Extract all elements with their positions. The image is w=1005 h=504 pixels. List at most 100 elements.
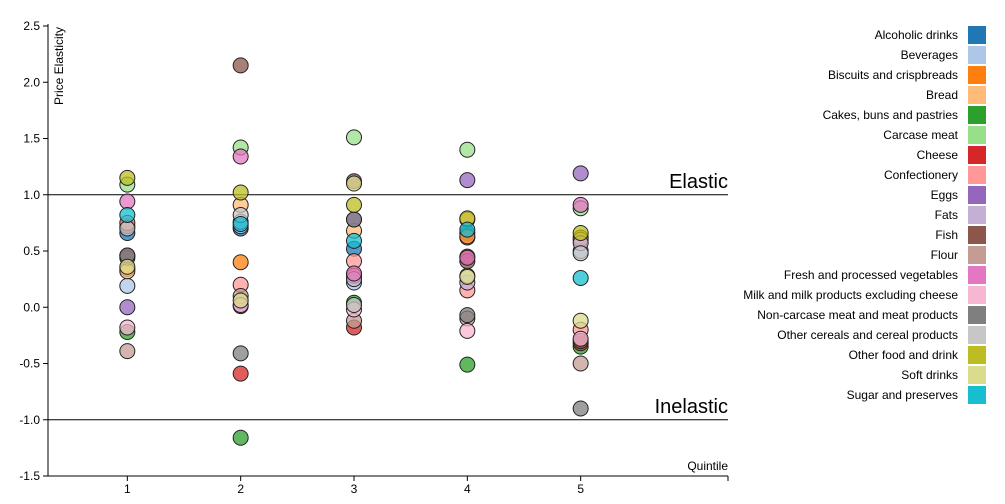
y-tick-label: 1.0 [23,188,40,202]
legend-swatch [968,26,986,44]
y-tick-label: -1.5 [19,469,40,483]
legend-swatch [968,226,986,244]
data-point [232,292,249,309]
legend-label: Other cereals and cereal products [777,328,958,342]
data-point [346,232,362,249]
legend-swatch [968,146,986,164]
y-tick-label: 1.5 [23,132,40,146]
legend-label: Fats [935,208,958,222]
data-point [119,258,136,275]
y-tick-label: 0.5 [23,244,40,258]
reference-lines: Elastic Inelastic [48,171,728,421]
legend-swatch [968,366,986,384]
legend-swatch [968,106,986,124]
data-point [119,319,136,336]
data-point [232,216,249,232]
y-tick-label: -1.0 [19,413,40,427]
data-point [232,429,249,446]
data-point [572,196,589,213]
data-point [119,169,136,186]
legend: Alcoholic drinks Beverages Biscuits and cr… [743,26,986,404]
x-tick-label: 4 [464,482,471,496]
legend-label: Soft drinks [901,368,958,382]
x-tick-label: 2 [237,482,244,496]
y-tick-label: 0.0 [23,300,40,314]
data-point [119,207,136,223]
data-point [459,356,476,373]
data-point [119,343,136,360]
data-point [459,141,476,158]
data-point [119,193,136,210]
reference-label-elastic: Elastic [669,171,728,193]
data-point [119,220,136,237]
data-point [459,322,476,339]
legend-label: Eggs [931,188,958,202]
data-point [346,211,362,228]
legend-label: Fish [935,228,958,242]
data-points [119,57,589,446]
data-point [459,249,476,266]
data-point [346,297,362,313]
data-point [572,400,589,417]
x-axis: 1 2 3 4 5 [48,475,729,496]
data-point [459,172,476,189]
legend-label: Biscuits and crispbreads [828,68,958,82]
data-point [572,270,589,286]
y-axis: -1.5 -1.0 -0.5 0.0 0.5 1.0 1.5 2.0 2.5 [19,19,49,483]
data-point [572,330,589,347]
x-axis-title: Quintile [687,459,728,473]
legend-swatch [968,126,986,144]
data-point [232,57,249,74]
data-point [346,265,362,282]
legend-swatch [968,266,986,284]
legend-swatch [968,246,986,264]
legend-label: Sugar and preserves [847,388,958,402]
data-point [346,129,362,146]
plot-area: Elastic Inelastic -1.5 -1.0 -0.5 0.0 0.5 1.0 1.… [19,19,729,496]
data-point [232,365,249,382]
legend-label: Confectionery [884,168,958,182]
data-point [459,268,476,285]
legend-label: Beverages [901,48,958,62]
reference-label-inelastic: Inelastic [655,396,728,418]
data-point [572,165,589,182]
y-tick-label: 2.0 [23,75,40,89]
data-point [572,312,589,329]
legend-swatch [968,46,986,64]
legend-swatch [968,206,986,224]
legend-swatch [968,286,986,304]
x-tick-label: 3 [351,482,358,496]
legend-label: Milk and milk products excluding cheese [743,288,958,302]
legend-label: Fresh and processed vegetables [784,268,958,282]
legend-swatch [968,386,986,404]
legend-swatch [968,186,986,204]
x-tick-label: 1 [124,482,131,496]
legend-label: Non-carcase meat and meat products [757,308,958,322]
data-point [232,345,249,362]
legend-swatch [968,166,986,184]
data-point [346,196,362,213]
data-point [572,245,589,262]
legend-swatch [968,86,986,104]
legend-label: Carcase meat [883,128,958,142]
data-point [459,307,476,324]
data-point [572,225,589,241]
legend-label: Other food and drink [849,348,959,362]
data-point [119,299,136,316]
data-point [119,277,136,294]
legend-label: Bread [926,88,958,102]
legend-swatch [968,346,986,364]
legend-swatch [968,326,986,344]
legend-swatch [968,306,986,324]
data-point [572,355,589,372]
data-point [459,221,476,238]
data-point [232,184,249,201]
legend-swatch [968,66,986,84]
data-point [232,254,249,271]
legend-label: Cakes, buns and pastries [823,108,958,122]
legend-label: Alcoholic drinks [875,28,958,42]
y-tick-label: -0.5 [19,357,40,371]
legend-label: Flour [931,248,958,262]
legend-label: Cheese [917,148,959,162]
